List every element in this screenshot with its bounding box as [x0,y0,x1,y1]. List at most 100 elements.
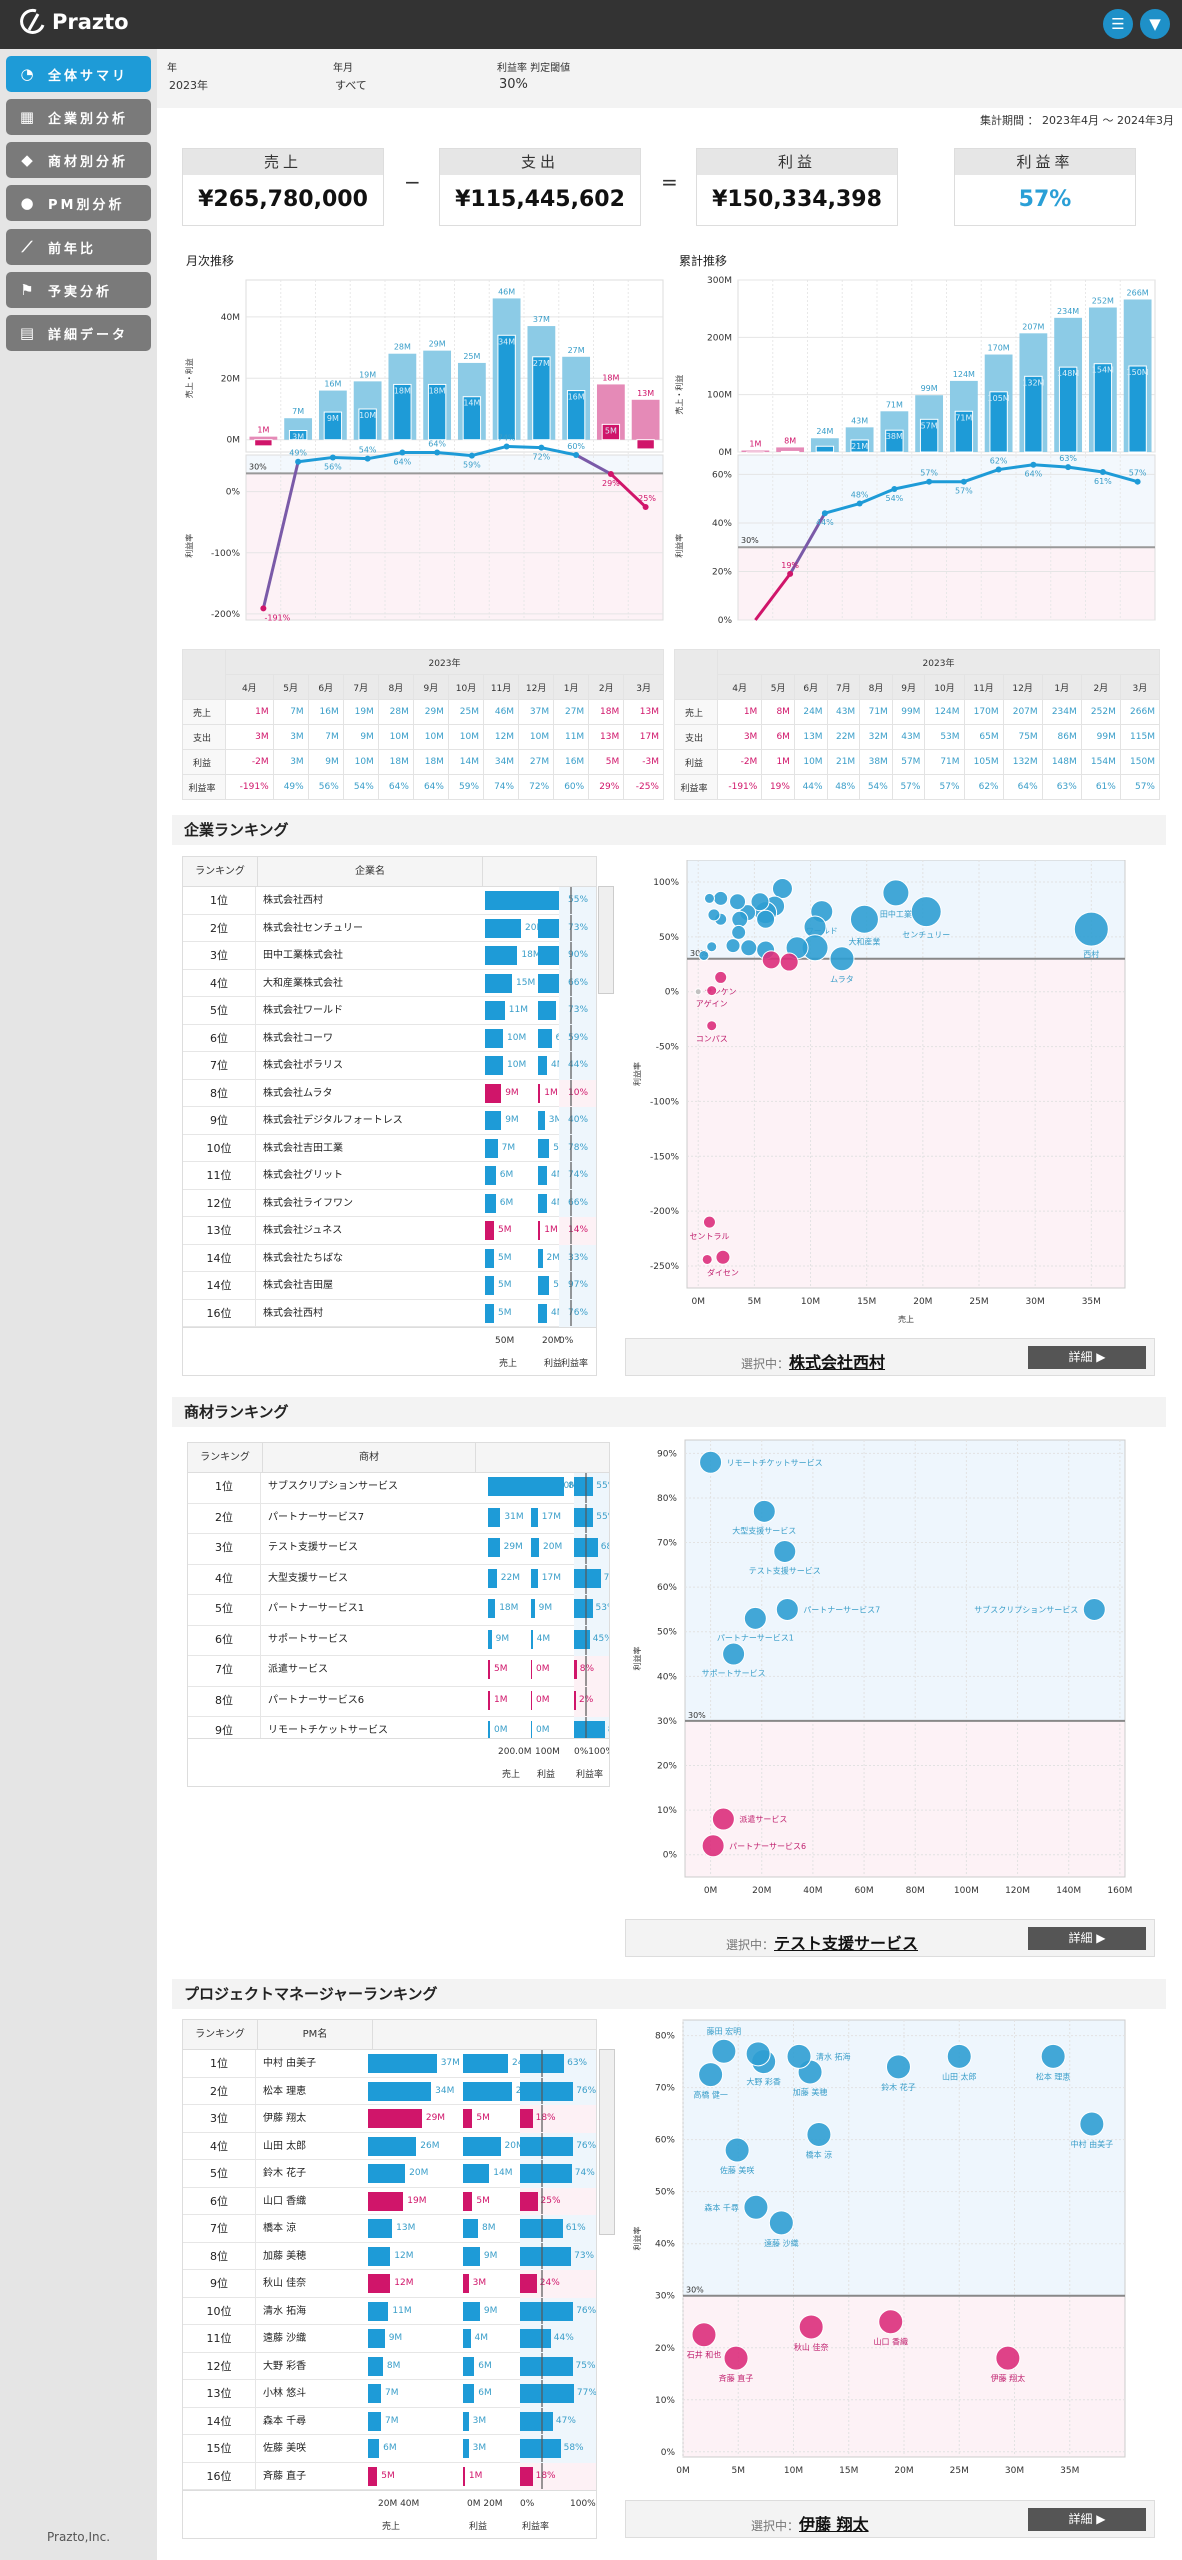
ranking-row[interactable]: 2位 株式会社センチュリー 20M 15M 73% [183,914,596,942]
ranking-row[interactable]: 6位 株式会社コーワ 10M 6M 59% [183,1024,596,1052]
company-detail-button[interactable]: 詳細 ▶ [1028,1346,1146,1369]
sidebar-item-product-analysis[interactable]: ◆ 商材別分析 [6,142,151,178]
ranking-row[interactable]: 1位 サブスクリプションサービス 150M 83M 55% [188,1473,609,1504]
table-cell: 27M [518,749,555,775]
y-tick-label: 70% [657,1539,677,1549]
sidebar-item-detail-data[interactable]: ▤ 詳細データ [6,315,151,351]
x-tick-label: 30M [1005,2466,1024,2476]
brand-logo[interactable]: Prazto [18,8,129,36]
profit-value: 4M [551,1170,565,1180]
company-table-scrollbar[interactable] [598,886,614,994]
ranking-row[interactable]: 10位 株式会社吉田工業 7M 5M 78% [183,1134,596,1162]
rate-label: 63% [1059,454,1077,463]
product-detail-button[interactable]: 詳細 ▶ [1028,1927,1146,1950]
table-cell: 124M [924,699,965,725]
threshold-marker [569,942,572,969]
selected-pm[interactable]: 伊藤 翔太 [799,2515,869,2534]
month-filter[interactable]: 年月 すべて [333,59,367,93]
sidebar-item-company-analysis[interactable]: ▦ 企業別分析 [6,99,151,135]
ranking-row[interactable]: 13位 小林 悠斗 7M 6M 77% [183,2380,596,2408]
profit-bar [885,429,904,453]
ranking-row[interactable]: 3位 伊藤 翔太 29M 5M 18% [183,2105,596,2133]
ranking-row[interactable]: 1位 中村 由美子 37M 24M 63% [183,2050,596,2078]
x-tick-label: 0M [691,1297,705,1307]
ranking-row[interactable]: 1位 株式会社西村 31M 17M 55% [183,887,596,915]
ranking-row[interactable]: 6位 山口 香織 19M 5M 25% [183,2187,596,2215]
table-row: 売上 1M 8M 24M 43M 71M 99M 124M 170M 207M 234M 252M 26… [674,699,1161,725]
pm-table-scrollbar[interactable] [599,2049,615,2235]
ranking-row[interactable]: 4位 大型支援サービス 22M 17M 76% [188,1564,609,1595]
rate-line-segment [859,487,895,505]
profit-bar [463,2219,478,2238]
threshold-marker [541,2105,543,2132]
ranking-row[interactable]: 4位 大和産業株式会社 15M 10M 66% [183,969,596,997]
ranking-row[interactable]: 8位 パートナーサービス6 1M 0M 2% [188,1686,609,1717]
ranking-row[interactable]: 11位 株式会社グリット 6M 4M 74% [183,1162,596,1190]
rate-band [574,1656,609,1687]
ranking-row[interactable]: 16位 株式会社西村 5M 4M 76% [183,1299,596,1327]
rank-cell: 11位 [183,2325,256,2352]
profit-bar [254,439,273,447]
ranking-row[interactable]: 6位 サポートサービス 9M 4M 45% [188,1625,609,1656]
building-icon: ▦ [19,108,35,126]
year-filter[interactable]: 年 2023年 [167,59,208,93]
month-header: 2月 [1080,674,1121,700]
bubble-point [878,2309,904,2335]
ranking-row[interactable]: 12位 大野 彩香 8M 6M 75% [183,2352,596,2380]
threshold-filter[interactable]: 利益率 判定閾値 30% [497,59,570,92]
sidebar-item-yoy[interactable]: ⟋ 前年比 [6,229,151,265]
ranking-row[interactable]: 16位 斉藤 直子 5M 1M 18% [183,2462,596,2490]
ranking-row[interactable]: 14位 株式会社吉田屋 5M 5M 97% [183,1272,596,1300]
rate-line-segment [261,461,300,609]
ranking-row[interactable]: 10位 清水 拓海 11M 9M 76% [183,2297,596,2325]
ranking-row[interactable]: 7位 派遣サービス 5M 0M 8% [188,1656,609,1687]
pm-detail-button[interactable]: 詳細 ▶ [1028,2508,1146,2531]
ranking-row[interactable]: 9位 秋山 佳奈 12M 3M 24% [183,2270,596,2298]
ranking-row[interactable]: 11位 遠藤 沙織 9M 4M 44% [183,2325,596,2353]
threshold-marker [541,2380,543,2407]
sidebar-item-overall-summary[interactable]: ◔ 全体サマリ [6,56,151,92]
ranking-row[interactable]: 15位 佐藤 美咲 6M 3M 58% [183,2435,596,2463]
profit-axis-tick: 100M [535,1747,560,1757]
sales-value: 7M [385,2388,399,2398]
ranking-row[interactable]: 14位 株式会社たちばな 5M 2M 33% [183,1244,596,1272]
ranking-row[interactable]: 2位 パートナーサービス7 31M 17M 55% [188,1503,609,1534]
ranking-row[interactable]: 8位 加藤 美穂 12M 9M 73% [183,2242,596,2270]
ranking-row[interactable]: 2位 松本 理恵 34M 26M 76% [183,2077,597,2105]
ranking-row[interactable]: 9位 株式会社デジタルフォートレス 9M 3M 40% [183,1107,596,1135]
ranking-row[interactable]: 13位 株式会社ジュネス 5M 1M 14% [183,1217,596,1245]
profit-value: 14M [493,2168,513,2178]
filter-button[interactable]: ▼ [1140,9,1170,39]
ranking-row[interactable]: 14位 森本 千尋 7M 3M 47% [183,2407,596,2435]
rate-value: 76% [576,2085,597,2096]
sidebar-item-budget-actual[interactable]: ⚑ 予実分析 [6,272,151,308]
rate-value: 74% [574,2168,595,2178]
table-cell: 60% [553,774,590,800]
sidebar-item-label: 予実分析 [48,284,113,300]
sidebar-item-pm-analysis[interactable]: ● PM別分析 [6,185,151,221]
hamburger-menu-button[interactable]: ☰ [1103,9,1133,39]
profit-bar [531,1538,539,1557]
rate-line-segment [367,451,403,461]
y-axis-label: 利益率 [632,1647,642,1671]
ranking-row[interactable]: 8位 株式会社ムラタ 9M 1M 10% [183,1079,596,1107]
ranking-row[interactable]: 5位 パートナーサービス1 18M 9M 53% [188,1595,609,1626]
ranking-row[interactable]: 3位 田中工業株式会社 18M 16M 90% [183,942,596,970]
ranking-row[interactable]: 7位 橋本 涼 13M 8M 61% [183,2215,596,2243]
ranking-row[interactable]: 5位 株式会社ワールド 11M 8M 73% [183,997,596,1025]
pm-bubble-chart: 0M 5M 10M 15M 20M 25M 30M 35M 80% 70% 60% 50% 40% 30%… [632,2019,1126,2476]
ranking-row[interactable]: 7位 株式会社ポラリス 10M 4M 44% [183,1052,596,1080]
sales-bar [488,1690,490,1710]
sales-bar-label: 43M [851,416,868,425]
rate-line-segment [754,572,792,621]
ranking-row[interactable]: 12位 株式会社ライフワン 6M 4M 66% [183,1189,596,1217]
profit-bar [538,1248,543,1268]
bubble-point [702,1215,716,1229]
name-cell: 株式会社ジュネス [263,1225,343,1236]
ranking-row[interactable]: 3位 テスト支援サービス 29M 20M 68% [188,1534,609,1565]
selected-product[interactable]: テスト支援サービス [774,1934,919,1953]
selected-company[interactable]: 株式会社西村 [789,1353,886,1372]
ranking-row[interactable]: 5位 鈴木 花子 20M 14M 74% [183,2160,596,2188]
ranking-row[interactable]: 4位 山田 太郎 26M 20M 76% [183,2132,596,2160]
y-axis-label-bottom: 利益率 [674,534,684,558]
